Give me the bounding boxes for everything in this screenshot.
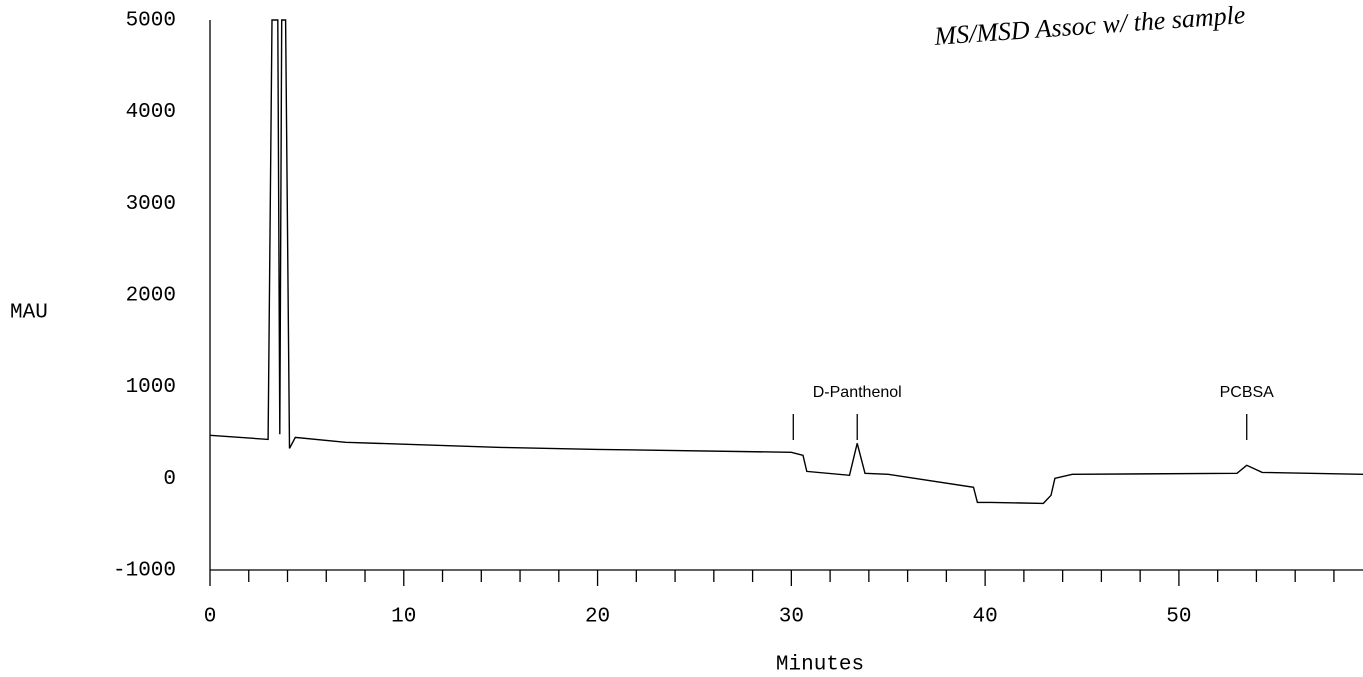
handwritten-note: MS/MSD Assoc w/ the sample — [932, 0, 1246, 51]
y-tick-label: 4000 — [126, 101, 176, 124]
y-tick-label: 1000 — [126, 376, 176, 399]
peak-label: D-Panthenol — [813, 384, 902, 401]
y-tick-label: 2000 — [126, 285, 176, 308]
y-tick-label: 3000 — [126, 193, 176, 216]
x-tick-label: 30 — [779, 606, 804, 629]
x-tick-label: 10 — [391, 606, 416, 629]
x-axis-label: Minutes — [776, 654, 864, 677]
x-tick-label: 50 — [1166, 606, 1191, 629]
y-axis-label: MAU — [10, 302, 48, 325]
peak-label: PCBSA — [1220, 384, 1275, 401]
x-tick-label: 20 — [585, 606, 610, 629]
x-tick-label: 40 — [973, 606, 998, 629]
y-tick-label: 5000 — [126, 10, 176, 33]
y-tick-label: -1000 — [113, 560, 176, 583]
x-tick-label: 0 — [204, 606, 217, 629]
trace — [209, 19, 1363, 505]
y-tick-label: 0 — [163, 468, 176, 491]
